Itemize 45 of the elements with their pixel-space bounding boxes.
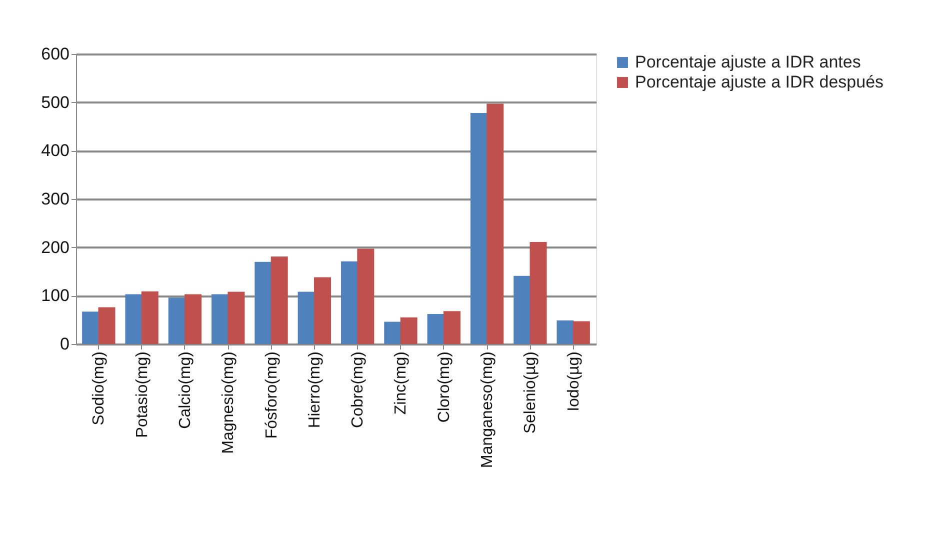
bar	[400, 317, 418, 344]
bar	[228, 292, 245, 344]
x-tick-label: Zinc(mg)	[392, 352, 410, 415]
y-tick-label: 400	[41, 141, 70, 160]
y-tick-label: 0	[60, 334, 70, 354]
y-tick-label: 300	[41, 190, 70, 208]
bar	[125, 294, 142, 344]
bar	[427, 314, 444, 344]
x-tick-label: Fósforo(mg)	[263, 352, 280, 439]
bar	[82, 312, 100, 344]
y-tick-label: 100	[41, 286, 70, 306]
bar	[486, 104, 504, 344]
bar	[572, 321, 590, 344]
y-tick-label: 600	[41, 44, 70, 64]
x-tick-label: Cobre(mg)	[350, 352, 367, 428]
y-tick-label: 200	[41, 238, 70, 257]
legend-label: Porcentaje ajuste a IDR después	[635, 72, 884, 92]
bar	[556, 320, 574, 344]
bar	[530, 242, 547, 344]
x-tick-label: Calcio(mg)	[176, 352, 194, 429]
bar	[340, 261, 358, 344]
bar	[314, 277, 332, 344]
x-tick-label: Magnesio(mg)	[220, 352, 238, 454]
x-tick-label: Sodio(mg)	[90, 352, 108, 426]
x-tick-label: Hierro(mg)	[306, 352, 324, 428]
bar	[212, 294, 229, 344]
bar	[184, 294, 202, 344]
x-tick-label: Manganeso(mg)	[479, 352, 496, 468]
bar	[141, 291, 158, 344]
x-tick-label: Iodo(µg)	[565, 352, 582, 412]
bar	[98, 307, 116, 344]
bar	[443, 311, 460, 344]
bar	[470, 112, 488, 344]
bar	[357, 248, 374, 344]
bar	[168, 298, 186, 344]
x-tick-label: Selenio(µg)	[522, 352, 540, 434]
x-tick-label: Cloro(mg)	[436, 352, 453, 423]
legend-label: Porcentaje ajuste a IDR antes	[635, 52, 861, 72]
x-tick-label: Potasio(mg)	[134, 352, 151, 438]
bar	[270, 256, 288, 344]
bar	[384, 322, 402, 344]
bar	[514, 276, 531, 344]
bar	[298, 292, 315, 344]
y-tick-label: 500	[41, 92, 70, 112]
bar	[254, 262, 272, 344]
